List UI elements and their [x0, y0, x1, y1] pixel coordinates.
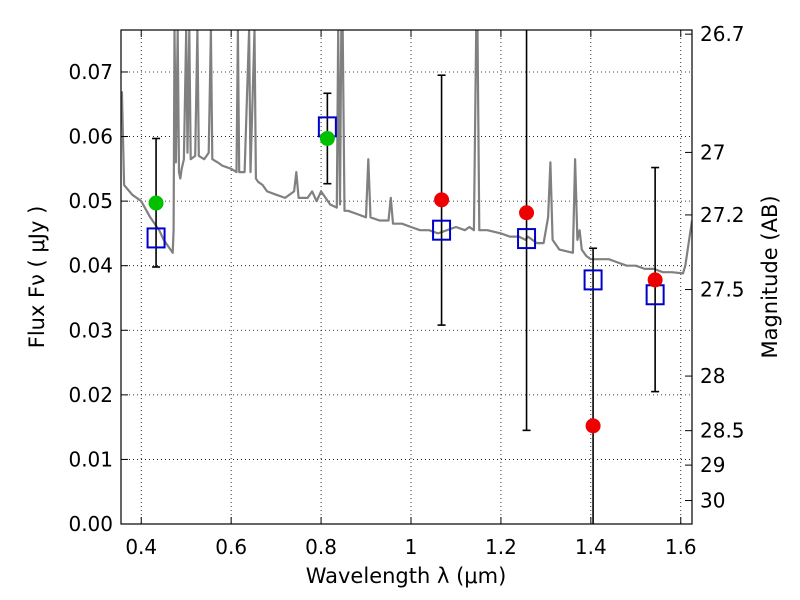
observed-photometry-point [647, 272, 663, 288]
observed-photometry-point [519, 205, 535, 221]
y-tick-label: 0.00 [68, 512, 113, 536]
y-axis-label-left: Flux Fν ( μJy ) [25, 206, 49, 349]
model-photometry-square [432, 219, 452, 241]
spectrum-layer [121, 30, 692, 275]
y-axis-ticks: 0.00 0.01 0.02 0.03 0.04 0.05 0.06 0.07 [68, 60, 128, 536]
marker-layer [146, 116, 665, 434]
y-tick-label: 0.03 [68, 318, 113, 342]
plot-area [121, 30, 692, 524]
y-tick-label: 0.07 [68, 60, 113, 84]
magnitude-tick-label: 28.5 [700, 419, 745, 443]
observed-photometry-point [319, 130, 335, 146]
observed-photometry-point [148, 195, 164, 211]
y-tick-label: 0.06 [68, 125, 113, 149]
magnitude-tick-label: 27 [700, 140, 725, 164]
x-tick-label: 1.2 [485, 535, 517, 559]
x-axis-label: Wavelength λ (μm) [306, 564, 507, 588]
model-photometry-square [146, 227, 166, 249]
observed-photometry-point [434, 192, 450, 208]
magnitude-tick-label: 29 [700, 453, 725, 477]
x-tick-label: 1 [405, 535, 418, 559]
model-photometry-square [517, 228, 537, 250]
y-tick-label: 0.01 [68, 447, 113, 471]
magnitude-tick-label: 30 [700, 489, 725, 513]
spectrum-line [121, 30, 692, 275]
observed-photometry-point [585, 418, 601, 434]
y-tick-label: 0.05 [68, 189, 113, 213]
x-tick-label: 0.8 [305, 535, 337, 559]
magnitude-tick-label: 26.7 [700, 22, 745, 46]
x-tick-label: 1.6 [665, 535, 697, 559]
magnitude-tick-label: 28 [700, 364, 725, 388]
x-tick-label: 0.6 [215, 535, 247, 559]
y-axis-label-right: Magnitude (AB) [758, 195, 782, 358]
magnitude-tick-label: 27.5 [700, 278, 745, 302]
magnitude-axis-ticks: 26.7 27 27.2 27.5 28 28.5 29 30 [685, 22, 745, 513]
x-tick-label: 1.4 [575, 535, 607, 559]
y-tick-label: 0.02 [68, 383, 113, 407]
plot-frame [120, 29, 693, 525]
x-tick-label: 0.4 [125, 535, 157, 559]
x-axis-ticks: 0.4 0.6 0.8 1 1.2 1.4 1.6 [125, 30, 697, 559]
model-photometry-square [583, 269, 603, 291]
y-tick-label: 0.04 [68, 254, 113, 278]
magnitude-tick-label: 27.2 [700, 203, 745, 227]
